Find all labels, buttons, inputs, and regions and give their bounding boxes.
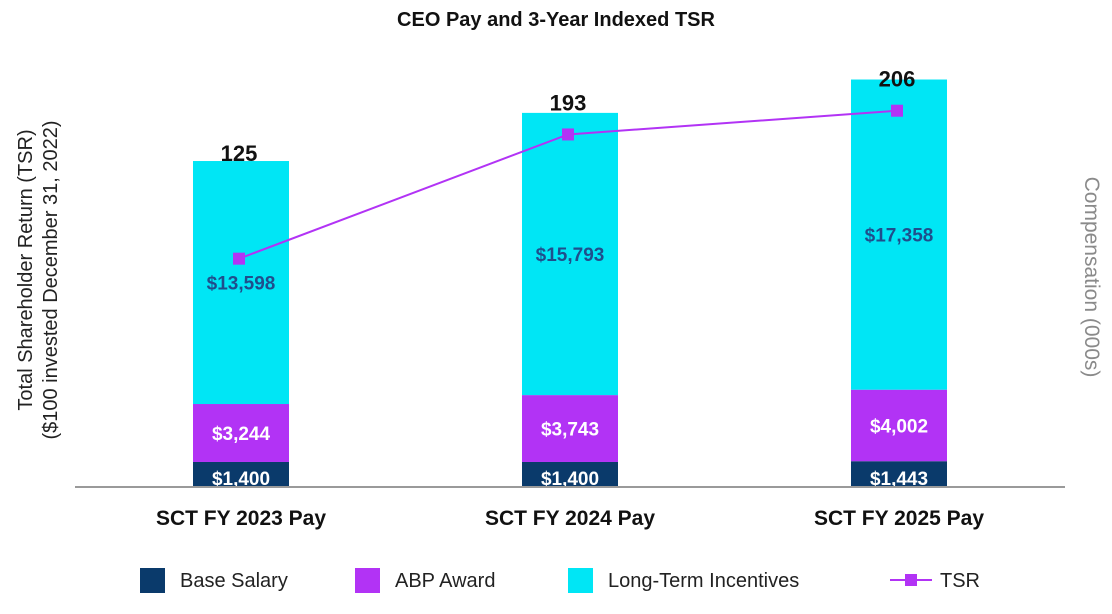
data-label-abp-award-2: $3,743 xyxy=(541,420,599,441)
legend-swatch-tsr-marker xyxy=(905,574,917,586)
bar-group: $1,400 $3,244 $13,598 $1,400 $3,743 $15,793 $1… xyxy=(193,79,947,490)
y-axis-label-left-line2: ($100 invested December 31, 2022) xyxy=(40,120,62,439)
legend-label-tsr: TSR xyxy=(940,570,980,592)
bar-long-term-incentives-3 xyxy=(851,79,947,390)
tsr-value-label-2: 193 xyxy=(550,90,587,115)
legend-swatch-abp-award xyxy=(355,568,380,593)
category-labels: SCT FY 2023 Pay SCT FY 2024 Pay SCT FY 202… xyxy=(156,507,984,530)
data-label-long-term-incentives-1: $13,598 xyxy=(207,274,276,295)
bar-base-salary-1 xyxy=(193,461,289,487)
legend-label-abp-award: ABP Award xyxy=(395,570,495,592)
legend-swatch-base-salary xyxy=(140,568,165,593)
x-tick-label: SCT FY 2024 Pay xyxy=(485,507,655,530)
tsr-marker-1 xyxy=(233,252,245,265)
tsr-marker-2 xyxy=(562,128,574,141)
tsr-value-label-1: 125 xyxy=(221,141,258,166)
bar-abp-award-2 xyxy=(522,395,618,462)
legend-swatch-long-term-incentives xyxy=(568,568,593,593)
data-label-base-salary-1: $1,400 xyxy=(212,469,270,490)
bar-abp-award-1 xyxy=(193,404,289,462)
legend-label-long-term-incentives: Long-Term Incentives xyxy=(608,570,799,592)
data-label-abp-award-3: $4,002 xyxy=(870,416,928,437)
legend-label-base-salary: Base Salary xyxy=(180,570,288,592)
y-axis-label-left-line1: Total Shareholder Return (TSR) xyxy=(15,129,37,410)
bar-base-salary-2 xyxy=(522,461,618,487)
bar-base-salary-3 xyxy=(851,461,947,487)
y-axis-label-right: Compensation (000s) xyxy=(1080,177,1103,378)
legend: Base Salary ABP Award Long-Term Incentives… xyxy=(140,568,980,593)
bar-long-term-incentives-1 xyxy=(193,161,289,405)
chart-title: CEO Pay and 3-Year Indexed TSR xyxy=(397,9,715,31)
x-tick-label: SCT FY 2025 Pay xyxy=(814,507,984,530)
tsr-marker-3 xyxy=(891,104,903,117)
data-label-long-term-incentives-2: $15,793 xyxy=(536,245,605,266)
tsr-line-group: 125 193 206 xyxy=(221,67,916,265)
bar-long-term-incentives-2 xyxy=(522,112,618,396)
tsr-value-label-3: 206 xyxy=(879,67,916,92)
bar-abp-award-3 xyxy=(851,389,947,462)
x-tick-label: SCT FY 2023 Pay xyxy=(156,507,326,530)
data-label-base-salary-2: $1,400 xyxy=(541,469,599,490)
data-label-abp-award-1: $3,244 xyxy=(212,424,271,445)
data-label-long-term-incentives-3: $17,358 xyxy=(865,226,934,247)
data-label-base-salary-3: $1,443 xyxy=(870,469,928,490)
